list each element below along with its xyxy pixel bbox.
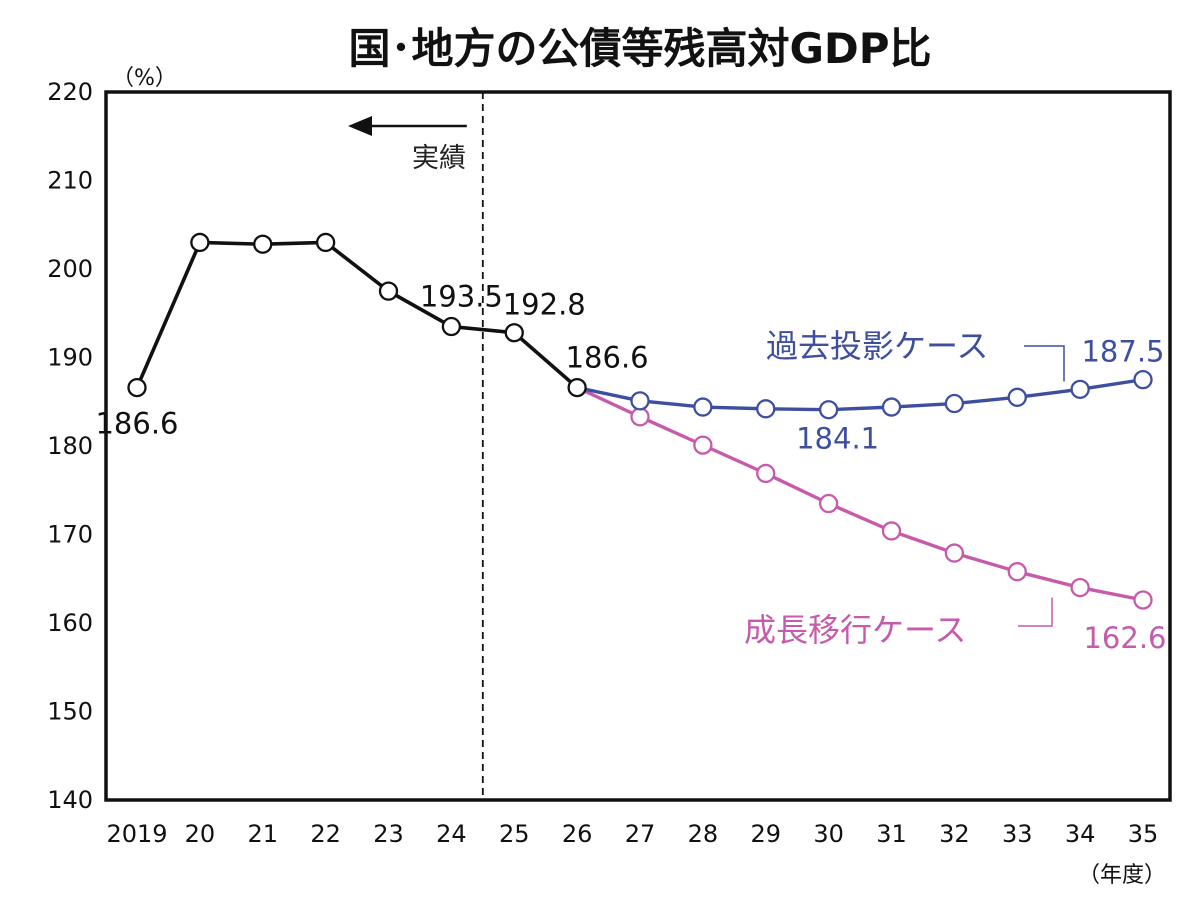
x-tick-label: 35: [1128, 820, 1159, 848]
y-axis-ticks: 220 210 200 190 180 170 160 150 140: [47, 78, 93, 814]
x-tick-label: 29: [750, 820, 781, 848]
data-label: 187.5: [1081, 335, 1164, 369]
data-point: [1007, 387, 1027, 407]
actual-arrow-head: [348, 116, 372, 136]
data-point: [1070, 577, 1090, 598]
data-point: [1133, 590, 1153, 610]
data-label: 162.6: [1083, 621, 1166, 655]
series-line: [576, 386, 1144, 602]
data-point: [504, 323, 524, 343]
x-tick-label: 34: [1065, 820, 1096, 848]
x-axis-unit: （年度）: [1078, 863, 1166, 888]
data-point: [881, 521, 902, 541]
data-point: [818, 493, 839, 514]
pink-label-connector: [1018, 597, 1053, 627]
data-point: [756, 399, 776, 419]
x-tick-label: 2019: [106, 820, 167, 848]
data-point: [693, 435, 713, 455]
actual-label: 実績: [412, 143, 466, 174]
data-point: [127, 377, 147, 398]
y-tick-label: 210: [47, 167, 93, 195]
data-point: [315, 232, 336, 253]
x-tick-label: 23: [373, 820, 404, 848]
data-point: [1070, 379, 1090, 400]
data-labels: 186.6 193.5 192.8 186.6 184.1 187.5 162.6: [95, 280, 1166, 655]
x-tick-label: 28: [688, 820, 719, 848]
x-tick-label: 32: [939, 820, 970, 848]
y-tick-label: 200: [47, 255, 93, 283]
x-tick-label: 22: [310, 820, 341, 848]
x-tick-label: 25: [499, 820, 530, 848]
x-tick-label: 21: [247, 820, 278, 848]
plot-background: [104, 90, 1172, 802]
data-point: [818, 400, 839, 420]
data-point: [630, 391, 650, 411]
series-line: [576, 377, 1144, 412]
data-point: [378, 281, 399, 301]
data-label: 186.6: [566, 341, 649, 375]
data-label: 192.8: [503, 288, 586, 322]
data-point: [630, 407, 650, 427]
data-point: [881, 397, 902, 417]
y-tick-label: 150: [47, 698, 93, 726]
data-label: 184.1: [796, 422, 879, 456]
y-tick-label: 180: [47, 432, 93, 460]
data-label: 193.5: [420, 280, 503, 314]
chart-title: 国･地方の公債等残高対GDP比: [348, 24, 931, 73]
actual-divider: 実績: [348, 92, 484, 800]
data-point: [944, 543, 965, 563]
series-line: [135, 240, 579, 389]
series-lines: [127, 232, 1153, 610]
data-point: [944, 393, 965, 414]
x-tick-label: 27: [625, 820, 656, 848]
x-tick-label: 24: [436, 820, 467, 848]
x-tick-label: 30: [813, 820, 844, 848]
data-point: [693, 397, 713, 417]
y-tick-label: 170: [47, 521, 93, 549]
y-tick-label: 220: [47, 78, 93, 106]
y-tick-label: 160: [47, 609, 93, 637]
data-point: [756, 463, 776, 484]
data-point: [253, 234, 273, 254]
blue-label-connector: [1024, 345, 1065, 382]
data-label: 186.6: [95, 407, 178, 441]
y-tick-label: 140: [47, 786, 93, 814]
y-axis-unit: （%）: [112, 66, 177, 91]
data-point: [190, 232, 210, 253]
data-point: [1007, 562, 1027, 582]
x-tick-label: 26: [562, 820, 593, 848]
case-labels: 過去投影ケース 成長移行ケース: [744, 327, 1065, 649]
y-tick-label: 190: [47, 344, 93, 372]
data-point: [567, 377, 587, 398]
legend-blue-case: 過去投影ケース: [766, 327, 988, 365]
data-point: [1133, 369, 1153, 390]
legend-pink-case: 成長移行ケース: [744, 611, 966, 649]
x-tick-label: 31: [876, 820, 907, 848]
x-tick-label: 33: [1002, 820, 1033, 848]
plot-frame: [104, 90, 1172, 802]
data-point: [441, 316, 462, 337]
x-tick-label: 20: [185, 820, 216, 848]
x-axis-ticks: 2019 20 21 22 23 24 25 26 27 28 29 30 31 32 33 34 35: [106, 820, 1158, 848]
